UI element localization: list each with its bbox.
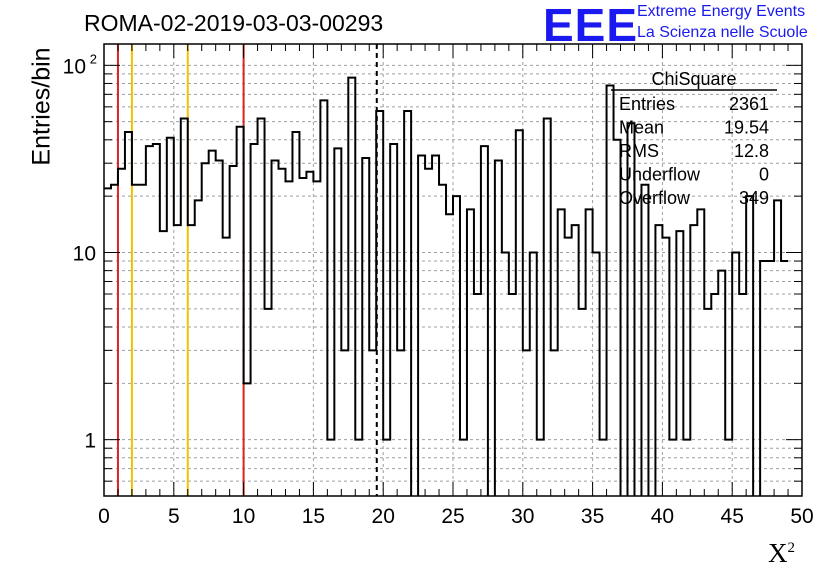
stats-value: 349	[739, 188, 769, 208]
stats-value: 2361	[729, 94, 769, 114]
x-tick-label: 35	[581, 505, 604, 528]
x-tick-label: 40	[651, 505, 674, 528]
x-tick-label: 10	[232, 505, 255, 528]
stats-value: 19.54	[724, 118, 769, 138]
x-tick-label: 50	[790, 505, 813, 528]
chart-title: ROMA-02-2019-03-03-00293	[84, 10, 384, 36]
x-tick-label: 45	[721, 505, 744, 528]
x-axis-label-sup: 2	[787, 540, 796, 556]
x-tick-label: 20	[372, 505, 395, 528]
stats-label: Entries	[619, 94, 675, 114]
y-tick-label: 10	[63, 55, 86, 78]
x-tick-label: 0	[98, 505, 110, 528]
stats-label: Mean	[619, 118, 664, 138]
histogram-steps	[104, 76, 789, 496]
x-axis-label: X2	[768, 538, 795, 569]
y-tick-label: 10	[73, 242, 96, 265]
stats-label: Overflow	[619, 188, 691, 208]
x-tick-label: 5	[168, 505, 180, 528]
logo-line-2: La Scienza nelle Scuole	[637, 24, 808, 41]
stats-value: 0	[759, 165, 769, 185]
x-tick-label: 15	[302, 505, 325, 528]
stats-label: RMS	[619, 141, 659, 161]
stats-value: 12.8	[734, 141, 769, 161]
y-tick-label-sup: 2	[90, 51, 97, 66]
x-axis-label-base: X	[768, 538, 788, 568]
x-tick-label: 25	[441, 505, 464, 528]
logo-line-1: Extreme Energy Events	[637, 3, 806, 20]
stats-label: Underflow	[619, 165, 701, 185]
y-tick-label: 1	[84, 430, 96, 453]
eee-logo: EEE	[543, 0, 639, 51]
stats-title: ChiSquare	[651, 69, 736, 89]
x-tick-label: 30	[511, 505, 534, 528]
